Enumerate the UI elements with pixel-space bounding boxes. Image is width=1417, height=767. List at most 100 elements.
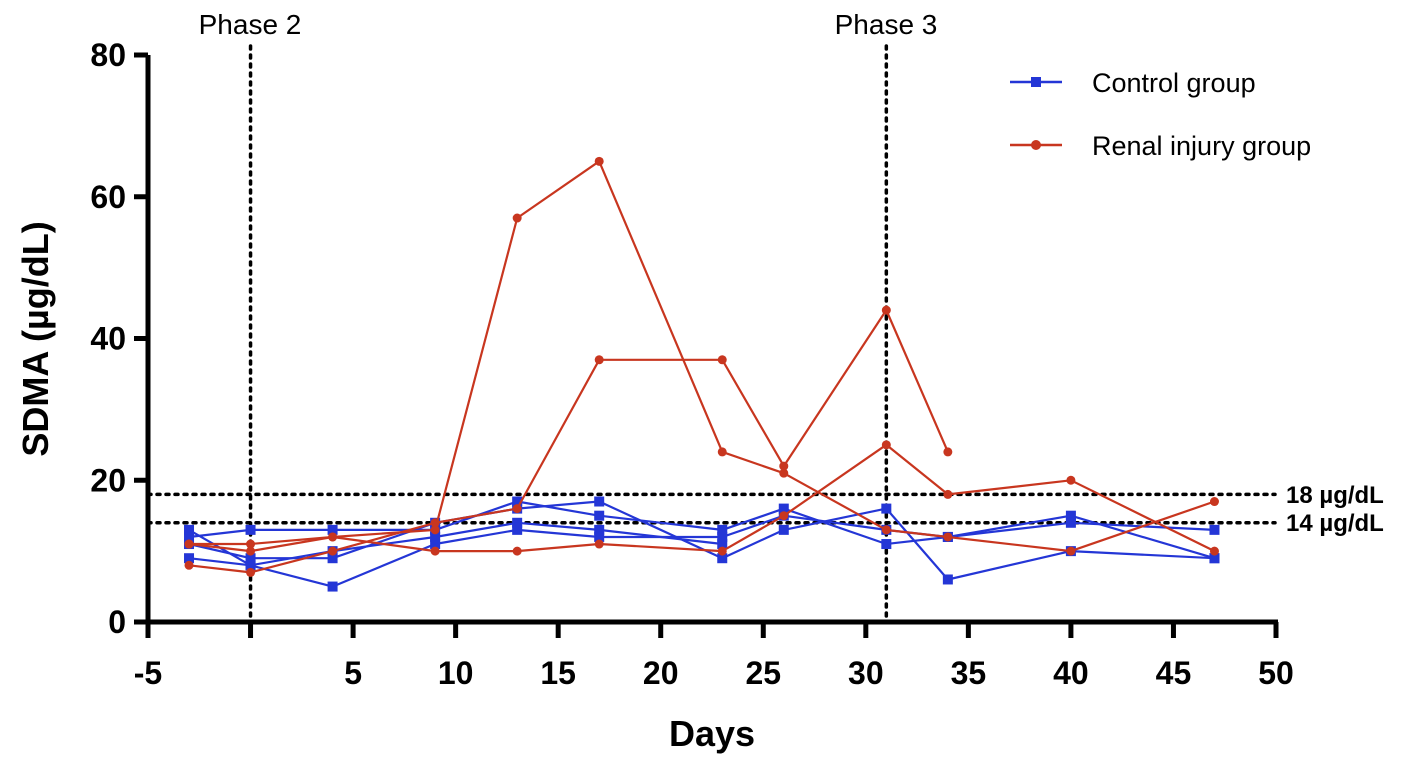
data-point-control (430, 539, 441, 550)
x-tick-label-45: 45 (1156, 655, 1192, 691)
legend: Control group Renal injury group (1010, 68, 1311, 161)
data-point-renal (246, 539, 256, 549)
series-renal-6 (184, 305, 953, 577)
data-point-control (594, 524, 605, 535)
data-point-control (327, 581, 338, 592)
legend-control-marker (1031, 77, 1041, 87)
x-tick-label--5: -5 (134, 655, 162, 691)
legend-control-label: Control group (1092, 68, 1256, 98)
y-tick-label-60: 60 (90, 179, 126, 215)
data-point-control (512, 517, 523, 528)
x-tick-label-5: 5 (344, 655, 362, 691)
data-point-control (184, 553, 195, 564)
y-axis-title: SDMA (µg/dL) (15, 221, 56, 456)
data-point-renal (779, 511, 789, 521)
data-point-renal (328, 546, 338, 556)
data-point-control (245, 524, 256, 535)
data-point-control (717, 539, 728, 550)
data-point-renal (1066, 475, 1076, 485)
data-point-control (1065, 510, 1076, 521)
series-control-3 (184, 496, 1220, 585)
text-layer: Days SDMA (µg/dL) Phase 2 Phase 3 18 µg/… (15, 9, 1384, 754)
data-point-renal (779, 468, 789, 478)
data-point-renal (594, 156, 604, 166)
series-control-4 (184, 517, 728, 571)
x-tick-label-30: 30 (848, 655, 884, 691)
y-tick-label-0: 0 (108, 604, 126, 640)
y-tick-label-40: 40 (90, 321, 126, 357)
data-point-renal (512, 213, 522, 223)
data-point-control (717, 531, 728, 542)
series-renal-7 (184, 440, 1219, 556)
data-point-renal (779, 461, 789, 471)
legend-item-renal: Renal injury group (1010, 131, 1311, 161)
data-point-control (881, 503, 892, 514)
legend-renal-label: Renal injury group (1092, 131, 1311, 161)
data-point-renal (943, 447, 953, 457)
axes-layer: 0 20 40 60 80 -5 5 10 15 20 25 30 35 40 45 50 (90, 37, 1293, 691)
data-point-control (881, 539, 892, 550)
data-point-control (184, 531, 195, 542)
phase-3-label: Phase 3 (835, 9, 938, 40)
series-renal-8 (881, 497, 1219, 556)
data-point-control (512, 524, 523, 535)
data-point-control (430, 531, 441, 542)
data-point-renal (881, 305, 891, 315)
phase-2-label: Phase 2 (199, 9, 302, 40)
data-point-control (245, 560, 256, 571)
series-layer (184, 156, 1220, 592)
data-point-control (245, 553, 256, 564)
data-point-renal (430, 546, 440, 556)
data-point-renal (943, 489, 953, 499)
data-point-renal (246, 567, 256, 577)
data-point-control (778, 524, 789, 535)
data-point-control (594, 496, 605, 507)
data-point-renal (943, 532, 953, 542)
data-point-renal (184, 539, 194, 549)
x-tick-label-40: 40 (1053, 655, 1089, 691)
data-point-control (184, 524, 195, 535)
series-line-renal-6 (188, 309, 949, 574)
series-line-renal-5 (188, 160, 887, 553)
x-tick-label-10: 10 (438, 655, 474, 691)
data-point-control (512, 496, 523, 507)
y-tick-label-80: 80 (90, 37, 126, 73)
series-line-control-1 (188, 514, 1215, 588)
x-tick-label-15: 15 (540, 655, 576, 691)
data-point-renal (430, 525, 440, 535)
data-point-control (1065, 517, 1076, 528)
data-point-renal (717, 447, 727, 457)
x-tick-label-25: 25 (745, 655, 781, 691)
data-point-renal (594, 539, 604, 549)
data-point-control (942, 574, 953, 585)
data-point-renal (512, 504, 522, 514)
data-point-control (717, 524, 728, 535)
data-point-renal (184, 560, 194, 570)
data-point-renal (1209, 546, 1219, 556)
x-tick-label-20: 20 (643, 655, 679, 691)
data-point-renal (594, 355, 604, 365)
data-point-renal (246, 546, 256, 556)
x-axis-title: Days (669, 713, 755, 754)
data-point-renal (1209, 497, 1219, 507)
data-point-renal (512, 546, 522, 556)
data-point-renal (717, 355, 727, 365)
legend-renal-marker (1031, 140, 1041, 150)
series-line-renal-7 (189, 443, 1215, 553)
data-point-renal (328, 532, 338, 542)
data-point-control (717, 553, 728, 564)
data-point-renal (430, 518, 440, 528)
data-point-control (594, 510, 605, 521)
ref-line-14-label: 14 µg/dL (1286, 510, 1384, 537)
data-point-renal (881, 440, 891, 450)
data-point-renal (881, 525, 891, 535)
data-point-control (327, 553, 338, 564)
series-line-renal-8 (886, 500, 1215, 553)
data-point-control (327, 524, 338, 535)
y-tick-label-20: 20 (90, 462, 126, 498)
data-point-renal (717, 546, 727, 556)
data-point-control (1209, 553, 1220, 564)
data-point-control (594, 531, 605, 542)
ref-line-18-label: 18 µg/dL (1286, 482, 1384, 509)
